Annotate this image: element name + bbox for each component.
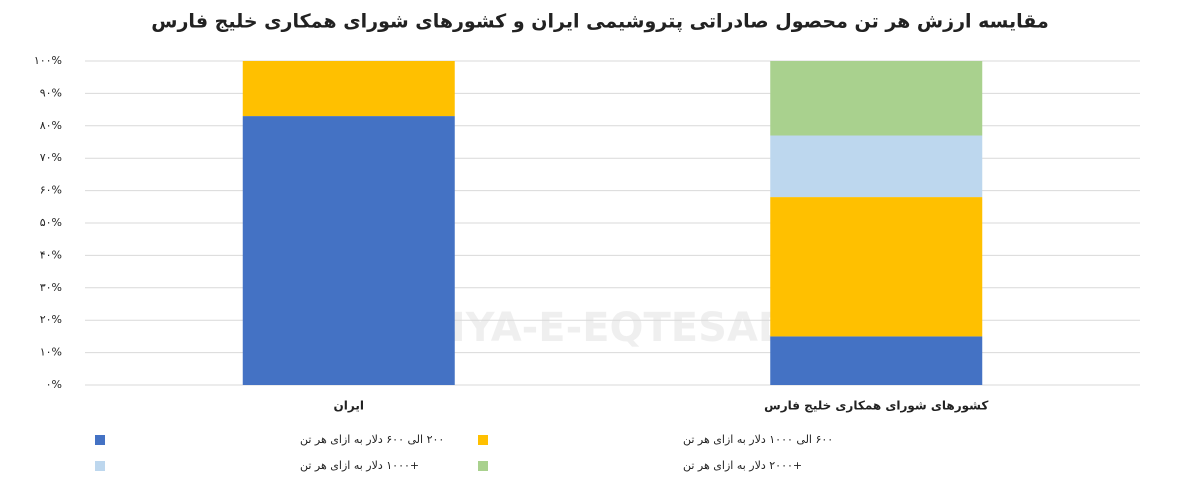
x-tick-label: ایران: [334, 399, 364, 413]
bar-segment: [770, 135, 983, 198]
y-tick-label: ۸۰%: [40, 119, 62, 132]
y-tick-label: ۵۰%: [40, 216, 62, 229]
y-tick-label: ۶۰%: [40, 184, 62, 197]
legend-swatch: [478, 461, 488, 471]
chart-title: مقایسه ارزش هر تن محصول صادراتی پتروشیمی…: [151, 11, 1048, 33]
y-tick-label: ۲۰%: [40, 313, 62, 326]
bar-segment: [770, 197, 983, 337]
bar-segment: [770, 61, 983, 136]
bar-segment: [242, 61, 455, 117]
legend-label: +۱۰۰۰ دلار به ازای هر تن: [300, 459, 419, 472]
legend-swatch: [95, 435, 105, 445]
legend-label: ۲۰۰ الی ۶۰۰ دلار به ازای هر تن: [300, 433, 444, 446]
y-tick-label: ۳۰%: [40, 281, 62, 294]
y-tick-label: ۴۰%: [40, 248, 62, 261]
bar-segment: [242, 116, 455, 385]
x-tick-label: کشورهای شورای همکاری خلیج فارس: [764, 399, 988, 414]
y-tick-label: ۱۰%: [40, 346, 62, 359]
legend-label: +۲۰۰۰ دلار به ازای هر تن: [683, 459, 802, 472]
y-tick-label: ۹۰%: [40, 86, 62, 99]
bar-segment: [770, 336, 983, 385]
y-tick-label: ۱۰۰%: [34, 54, 62, 67]
legend-label: ۶۰۰ الی ۱۰۰۰ دلار به ازای هر تن: [683, 433, 833, 446]
y-tick-label: ۷۰%: [40, 151, 62, 164]
legend-swatch: [95, 461, 105, 471]
y-tick-label: ۰%: [46, 378, 62, 391]
legend-swatch: [478, 435, 488, 445]
